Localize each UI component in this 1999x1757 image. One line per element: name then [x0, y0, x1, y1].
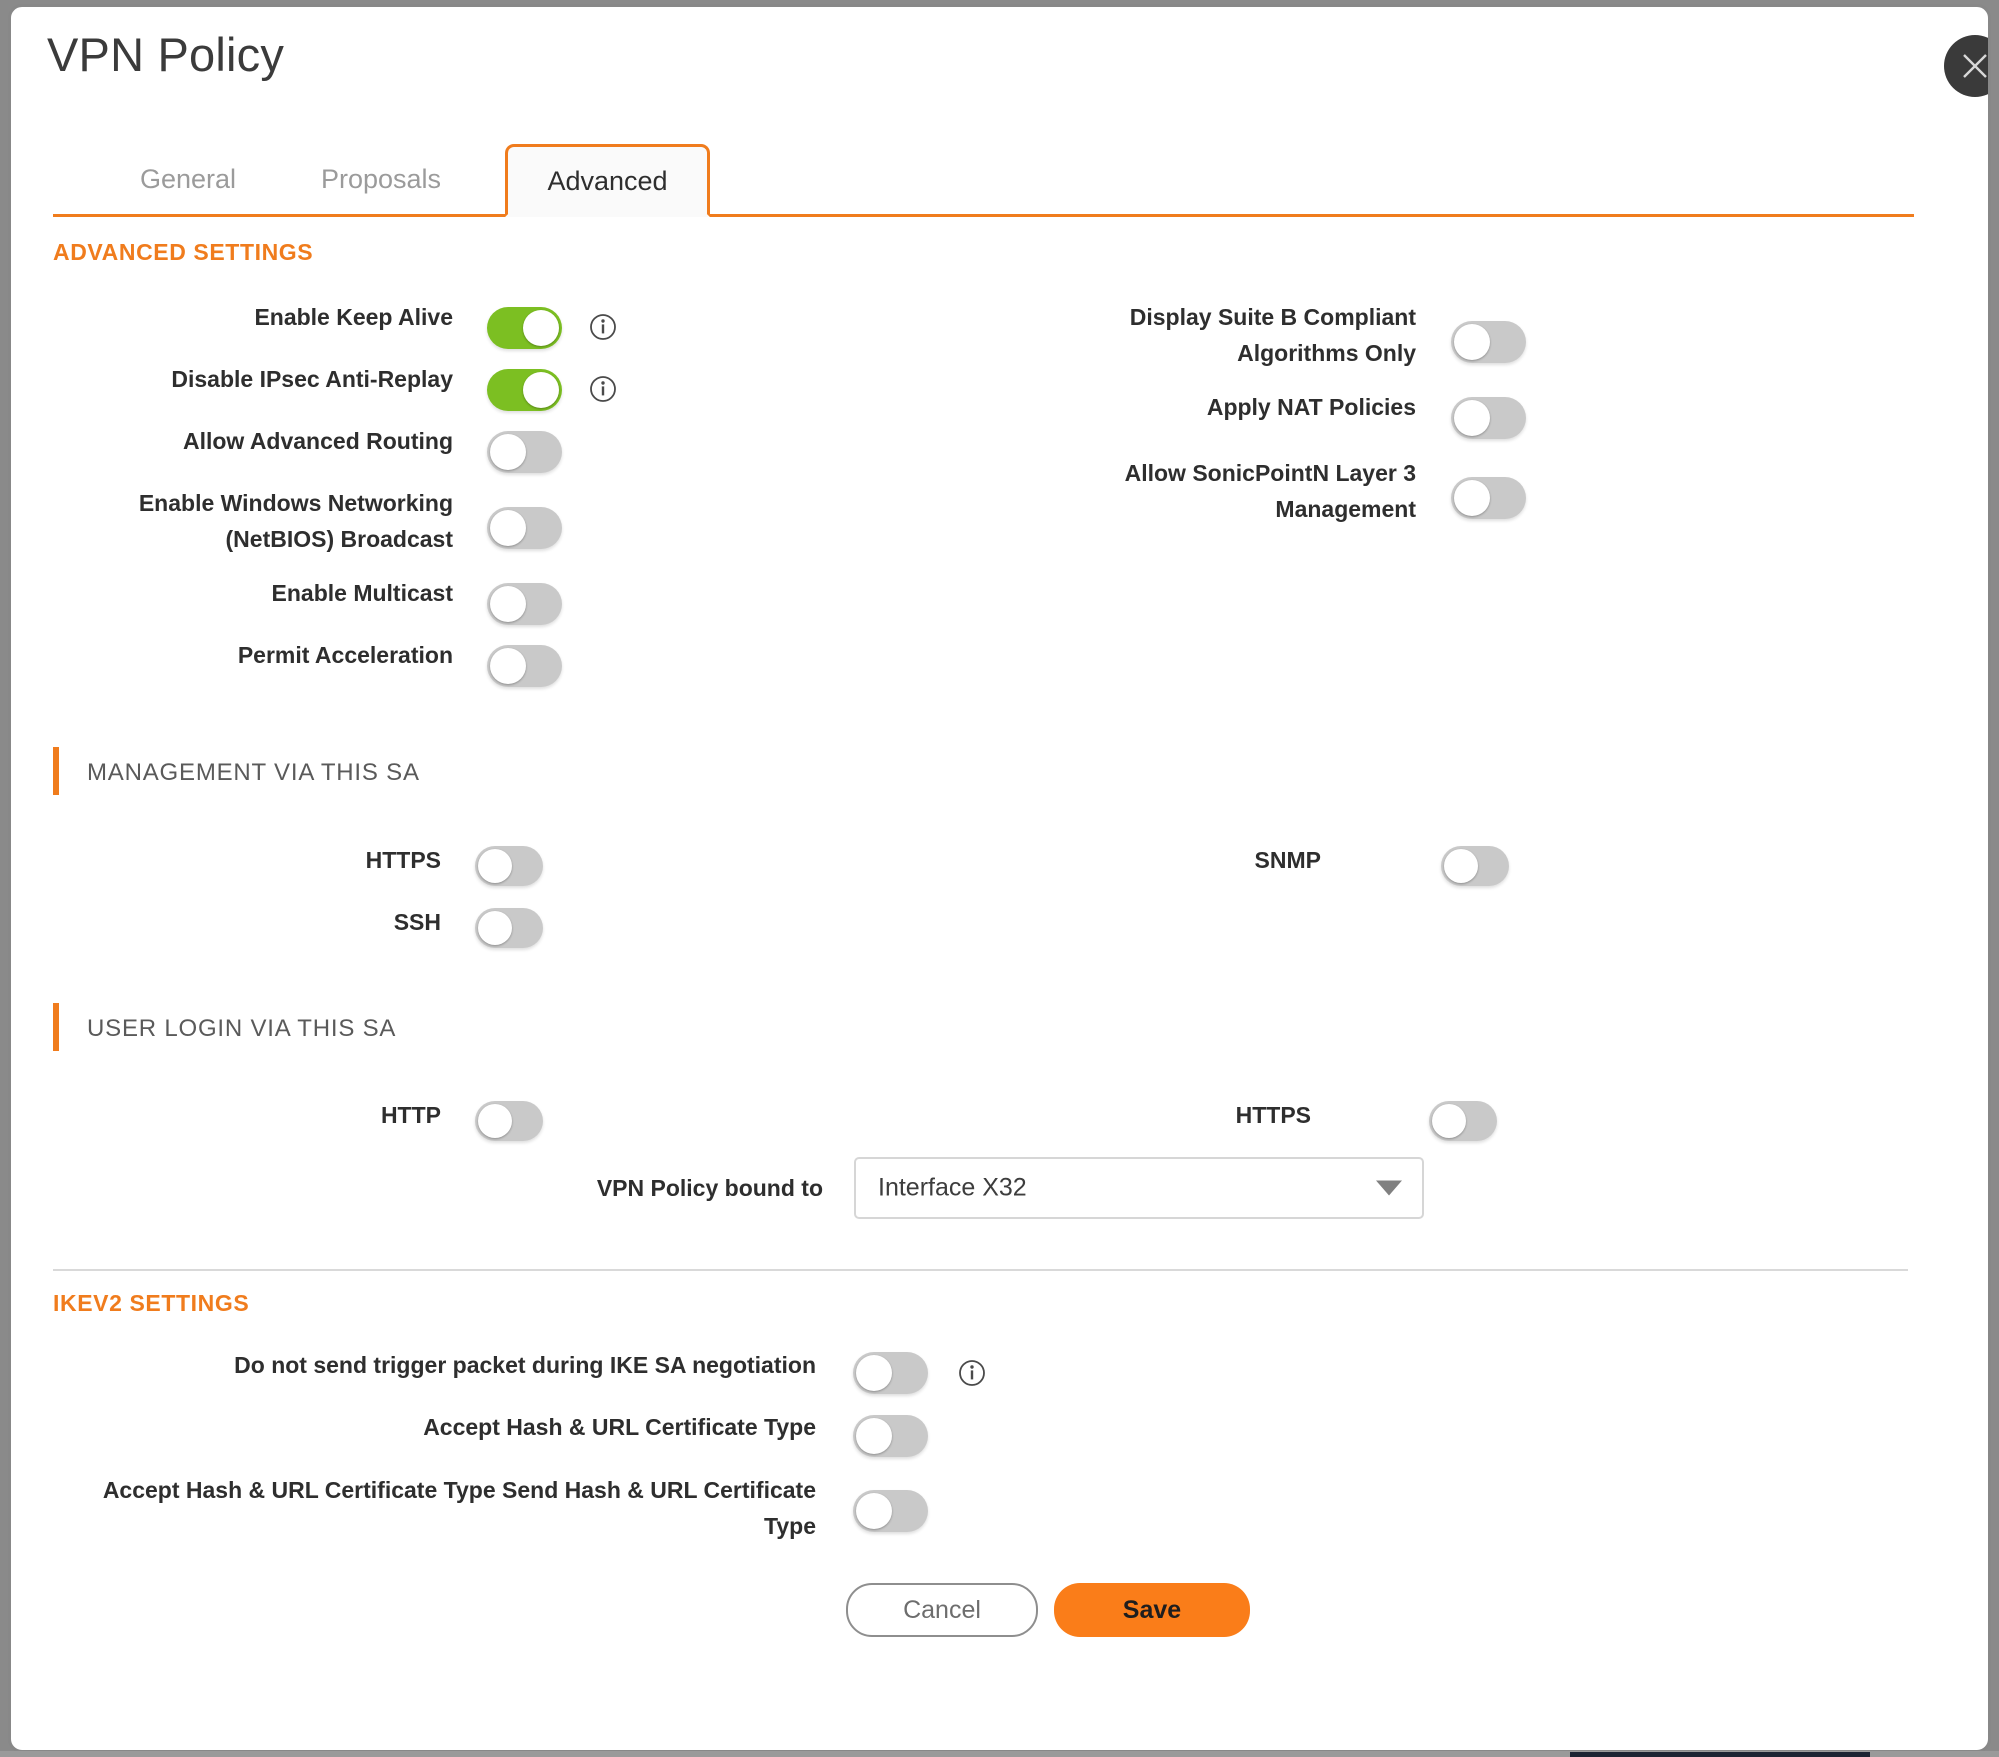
toggle-mgmt-https[interactable] — [475, 846, 543, 886]
toggle-allow-advanced-routing[interactable] — [487, 431, 562, 473]
info-icon-do-not-send-trigger-packet[interactable] — [958, 1359, 986, 1387]
info-icon-enable-keep-alive[interactable] — [589, 313, 617, 341]
label-mgmt-snmp: SNMP — [1254, 847, 1321, 873]
close-icon[interactable] — [1944, 35, 1988, 97]
toggle-permit-acceleration[interactable] — [487, 645, 562, 687]
tab-bar: General Proposals Advanced — [53, 144, 1914, 217]
toggle-knob — [856, 1355, 892, 1391]
page-title: VPN Policy — [47, 28, 285, 81]
tab-general[interactable]: General — [123, 144, 253, 214]
label-permit-acceleration: Permit Acceleration — [237, 642, 453, 668]
toggle-knob — [856, 1493, 892, 1529]
toggle-knob — [490, 648, 526, 684]
label-accept-send-hash-url-cert-type: Accept Hash & URL Certificate Type Send … — [102, 1477, 816, 1539]
toggle-login-http[interactable] — [475, 1101, 543, 1141]
chevron-down-icon — [1376, 1180, 1402, 1196]
label-login-https: HTTPS — [1235, 1102, 1311, 1128]
toggle-knob — [523, 310, 559, 346]
ikev2-divider — [53, 1269, 1908, 1271]
management-sa-accent-bar — [53, 747, 59, 795]
toggle-apply-nat-policies[interactable] — [1451, 397, 1526, 439]
vpn-policy-bound-to-select[interactable]: Interface X32 — [854, 1157, 1424, 1219]
label-allow-sonicpointn-l3: Allow SonicPointN Layer 3 Management — [1124, 460, 1416, 522]
toggle-knob — [1444, 849, 1478, 883]
toggle-knob — [1432, 1104, 1466, 1138]
toggle-enable-windows-networking[interactable] — [487, 507, 562, 549]
label-apply-nat-policies: Apply NAT Policies — [1206, 394, 1416, 420]
toggle-knob — [1454, 480, 1490, 516]
toggle-allow-sonicpointn-l3[interactable] — [1451, 477, 1526, 519]
label-allow-advanced-routing: Allow Advanced Routing — [182, 428, 453, 454]
toggle-mgmt-snmp[interactable] — [1441, 846, 1509, 886]
toggle-knob — [523, 372, 559, 408]
label-login-http: HTTP — [380, 1102, 441, 1128]
cancel-button[interactable]: Cancel — [846, 1583, 1038, 1637]
label-display-suite-b: Display Suite B Compliant Algorithms Onl… — [1129, 304, 1416, 366]
toggle-display-suite-b[interactable] — [1451, 321, 1526, 363]
toggle-knob — [490, 434, 526, 470]
label-enable-keep-alive: Enable Keep Alive — [254, 304, 453, 330]
toggle-knob — [490, 510, 526, 546]
label-do-not-send-trigger-packet: Do not send trigger packet during IKE SA… — [234, 1352, 816, 1378]
toggle-enable-multicast[interactable] — [487, 583, 562, 625]
user-login-sa-heading: USER LOGIN VIA THIS SA — [87, 1015, 397, 1042]
save-button[interactable]: Save — [1054, 1583, 1250, 1637]
toggle-knob — [490, 586, 526, 622]
toggle-knob — [478, 911, 512, 945]
tab-proposals[interactable]: Proposals — [301, 144, 461, 214]
toggle-knob — [478, 849, 512, 883]
vpn-policy-bound-to-value: Interface X32 — [878, 1173, 1027, 1202]
tab-advanced[interactable]: Advanced — [505, 144, 710, 217]
management-sa-heading: MANAGEMENT VIA THIS SA — [87, 759, 420, 786]
label-vpn-policy-bound-to: VPN Policy bound to — [596, 1175, 823, 1201]
toggle-knob — [1454, 400, 1490, 436]
toggle-knob — [1454, 324, 1490, 360]
toggle-mgmt-ssh[interactable] — [475, 908, 543, 948]
bottom-edge-artifact — [0, 1751, 1999, 1757]
toggle-enable-keep-alive[interactable] — [487, 307, 562, 349]
advanced-settings-heading: ADVANCED SETTINGS — [53, 239, 314, 265]
ikev2-settings-heading: IKEV2 SETTINGS — [53, 1290, 250, 1316]
toggle-accept-hash-url-cert-type[interactable] — [853, 1415, 928, 1457]
bottom-edge-dark-segment — [1570, 1752, 1870, 1757]
label-accept-hash-url-cert-type: Accept Hash & URL Certificate Type — [423, 1414, 816, 1440]
label-enable-multicast: Enable Multicast — [271, 580, 453, 606]
user-login-sa-accent-bar — [53, 1003, 59, 1051]
label-mgmt-https: HTTPS — [365, 847, 441, 873]
vpn-policy-dialog: VPN Policy General Proposals Advanced AD… — [8, 4, 1991, 1753]
toggle-knob — [478, 1104, 512, 1138]
toggle-login-https[interactable] — [1429, 1101, 1497, 1141]
label-mgmt-ssh: SSH — [393, 909, 441, 935]
toggle-disable-ipsec-anti-replay[interactable] — [487, 369, 562, 411]
toggle-accept-send-hash-url-cert-type[interactable] — [853, 1490, 928, 1532]
close-glyph — [1963, 54, 1987, 78]
toggle-knob — [856, 1418, 892, 1454]
label-enable-windows-networking: Enable Windows Networking (NetBIOS) Broa… — [138, 490, 453, 552]
info-icon-disable-ipsec-anti-replay[interactable] — [589, 375, 617, 403]
toggle-do-not-send-trigger-packet[interactable] — [853, 1352, 928, 1394]
label-disable-ipsec-anti-replay: Disable IPsec Anti-Replay — [171, 366, 453, 392]
